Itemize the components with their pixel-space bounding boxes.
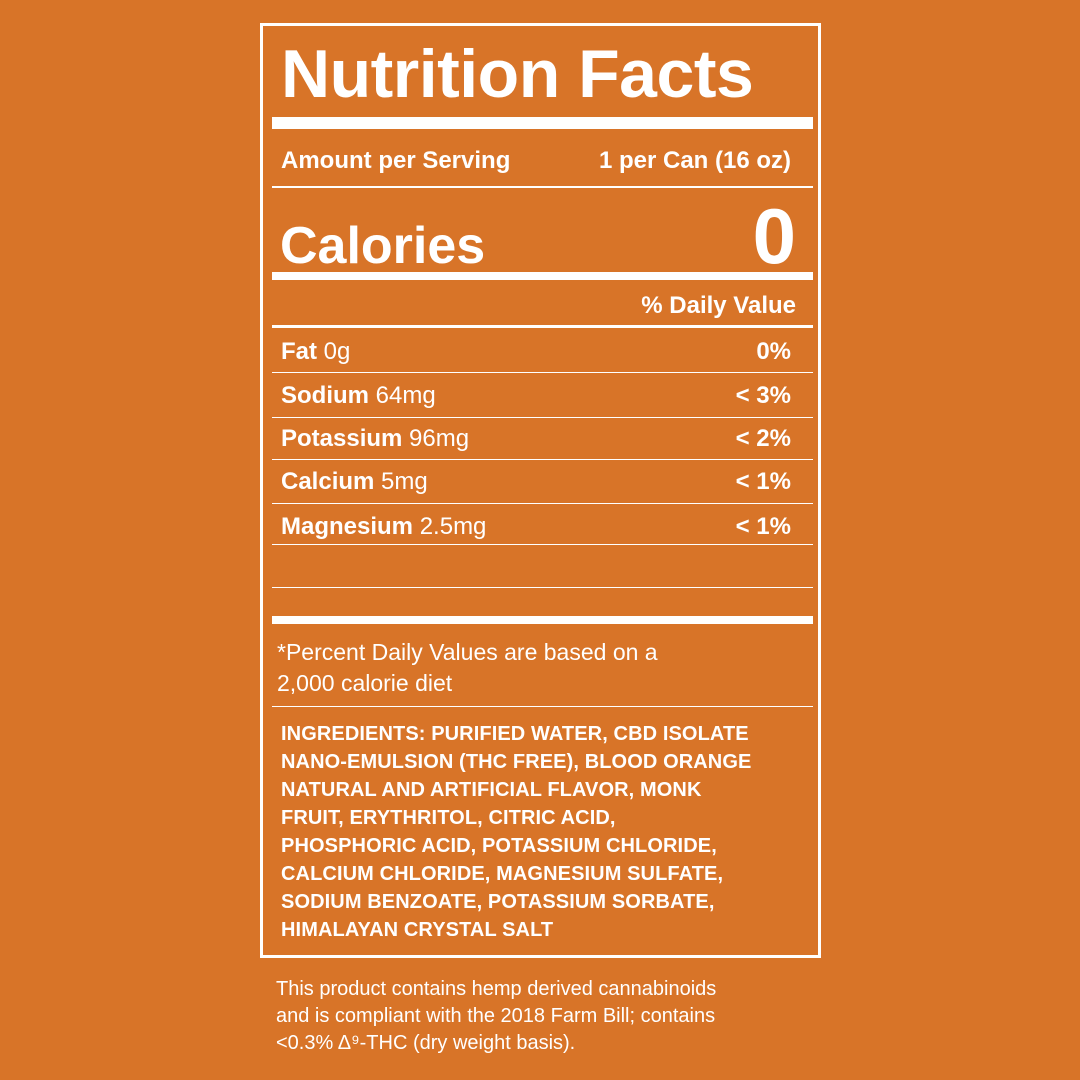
nutrient-name: Calcium: [281, 468, 375, 495]
serving-value: 1 per Can (16 oz): [598, 147, 791, 174]
ingredients-line: INGREDIENTS: PURIFIED WATER, CBD ISOLATE: [281, 723, 749, 745]
nutrient-amount: 2.5mg: [419, 513, 487, 540]
thick-divider: [272, 272, 813, 280]
divider: [272, 503, 813, 504]
divider: [272, 587, 813, 588]
ingredients-line: HIMALAYAN CRYSTAL SALT: [281, 919, 554, 941]
ingredients-line: PHOSPHORIC ACID, POTASSIUM CHLORIDE,: [281, 835, 717, 857]
nutrient-amount: 96mg: [409, 425, 470, 452]
nutrient-row: Calcium 5mg < 1%: [281, 465, 791, 499]
calories-value: 0: [752, 192, 796, 280]
nutrient-amount: 5mg: [381, 468, 428, 495]
thick-divider: [272, 117, 813, 129]
ingredients-line: SODIUM BENZOATE, POTASSIUM SORBATE,: [281, 891, 715, 913]
calories-label: Calories: [280, 217, 486, 275]
nutrient-name: Fat: [281, 338, 317, 365]
nutrient-dv: < 3%: [735, 382, 791, 409]
daily-value-header: % Daily Value: [641, 292, 796, 319]
nutrition-facts-label: Nutrition Facts Amount per Serving 1 per…: [260, 23, 821, 958]
divider: [272, 459, 813, 460]
nutrient-row: Sodium 64mg < 3%: [281, 379, 791, 413]
divider: [272, 417, 813, 418]
label-title: Nutrition Facts: [281, 36, 754, 112]
disclaimer-line: and is compliant with the 2018 Farm Bill…: [276, 1005, 716, 1027]
divider: [272, 544, 813, 545]
ingredients-line: FRUIT, ERYTHRITOL, CITRIC ACID,: [281, 807, 616, 829]
divider: [272, 325, 813, 328]
divider: [272, 186, 813, 188]
ingredients-line: NANO-EMULSION (THC FREE), BLOOD ORANGE: [281, 751, 752, 773]
nutrient-dv: < 2%: [735, 425, 791, 452]
disclaimer-line: This product contains hemp derived canna…: [276, 978, 717, 1000]
nutrient-dv: < 1%: [735, 468, 791, 495]
hemp-disclaimer: This product contains hemp derived canna…: [276, 976, 716, 1057]
nutrient-name: Sodium: [281, 382, 369, 409]
disclaimer-line: <0.3% Δ⁹-THC (dry weight basis).: [276, 1032, 576, 1054]
thick-divider: [272, 616, 813, 624]
footnote-line: 2,000 calorie diet: [277, 670, 453, 696]
nutrient-dv: < 1%: [735, 513, 791, 540]
nutrient-amount: 64mg: [375, 382, 436, 409]
nutrient-name: Potassium: [281, 425, 403, 452]
footnote: *Percent Daily Values are based on a 2,0…: [277, 637, 658, 699]
ingredients: INGREDIENTS: PURIFIED WATER, CBD ISOLATE…: [281, 720, 751, 944]
nutrient-row: Fat 0g 0%: [281, 335, 791, 369]
footnote-line: *Percent Daily Values are based on a: [277, 639, 658, 665]
divider: [272, 372, 813, 373]
ingredients-line: NATURAL AND ARTIFICIAL FLAVOR, MONK: [281, 779, 702, 801]
divider: [272, 706, 813, 707]
nutrient-row: Magnesium 2.5mg < 1%: [281, 510, 791, 544]
ingredients-line: CALCIUM CHLORIDE, MAGNESIUM SULFATE,: [281, 863, 724, 885]
nutrient-amount: 0g: [323, 338, 351, 365]
serving-label: Amount per Serving: [281, 147, 511, 174]
nutrient-row: Potassium 96mg < 2%: [281, 422, 791, 456]
nutrient-name: Magnesium: [281, 513, 414, 540]
nutrient-dv: 0%: [756, 338, 791, 365]
